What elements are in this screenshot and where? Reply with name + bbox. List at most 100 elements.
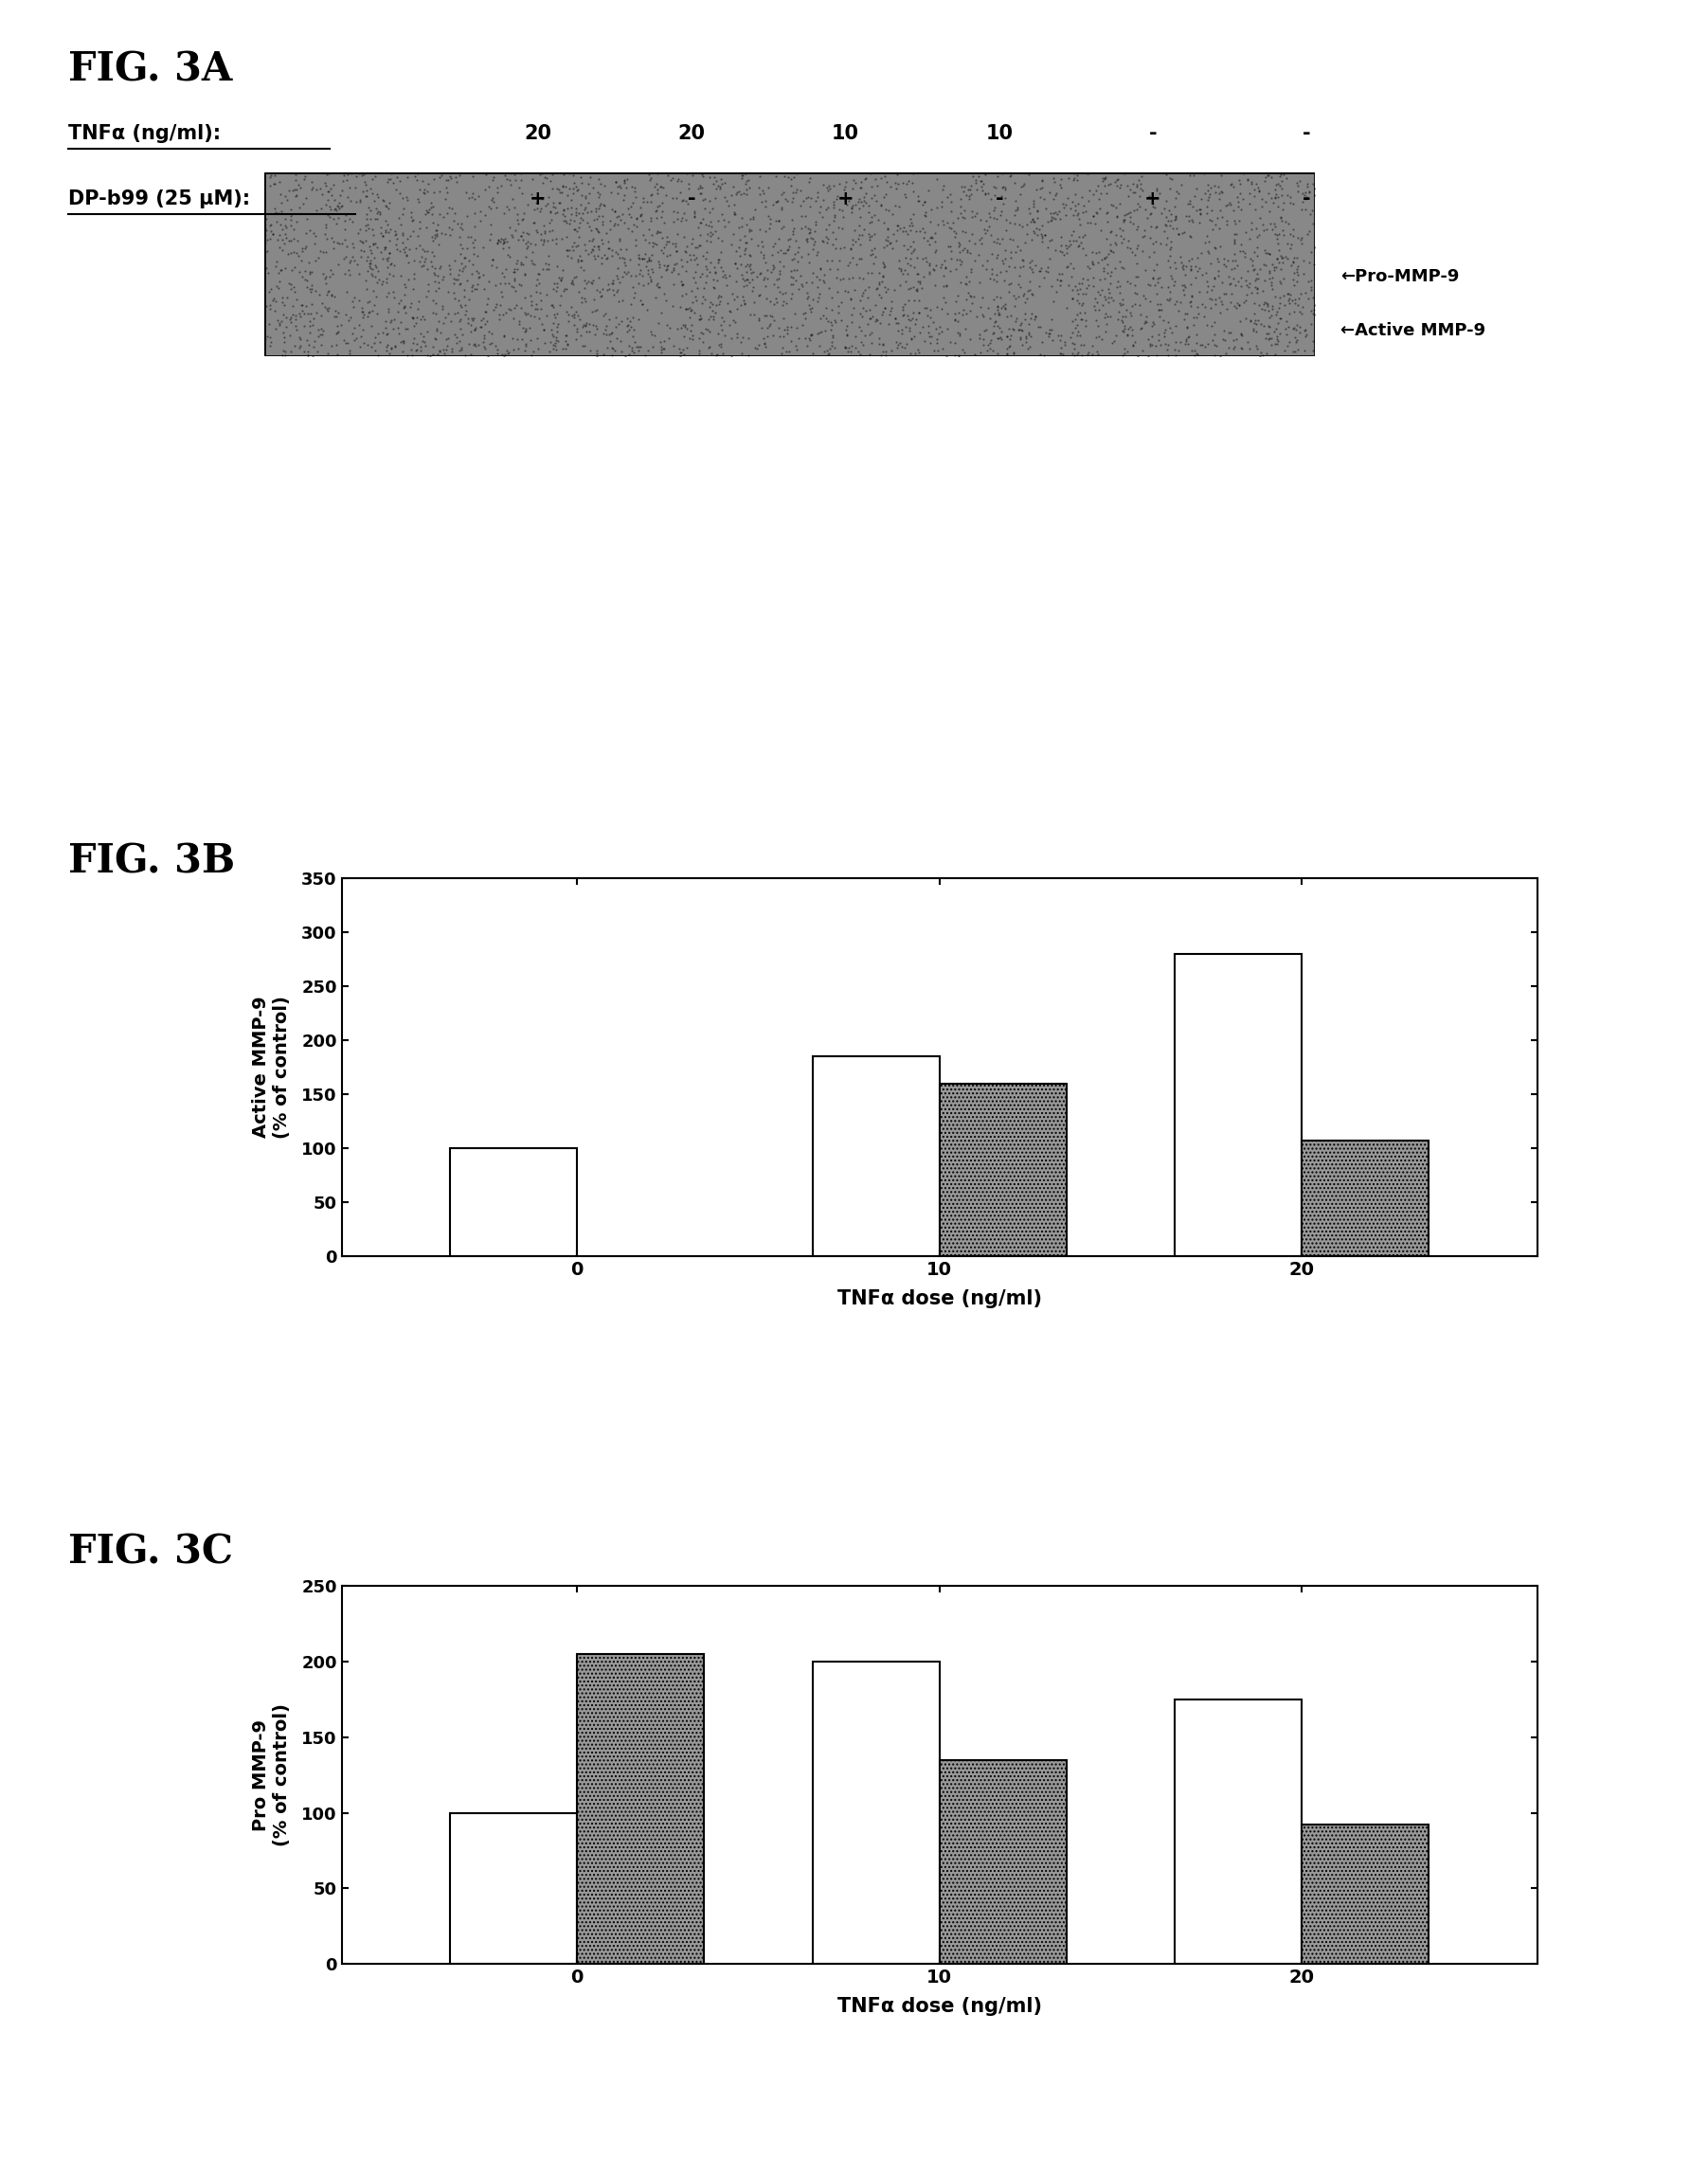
Point xyxy=(1054,291,1081,326)
Point xyxy=(420,224,447,259)
Point xyxy=(584,337,611,371)
Point xyxy=(1290,289,1317,324)
Point xyxy=(984,201,1011,235)
Point xyxy=(659,252,687,287)
Point xyxy=(770,248,798,283)
Point xyxy=(630,218,658,252)
Point xyxy=(997,265,1025,300)
Point xyxy=(297,296,325,330)
Point xyxy=(418,248,446,283)
Point xyxy=(541,222,569,257)
Point xyxy=(413,315,441,350)
Point xyxy=(454,306,482,341)
Point xyxy=(425,196,453,231)
Point xyxy=(1138,196,1165,231)
Point xyxy=(642,281,670,315)
Point xyxy=(868,188,895,222)
Point xyxy=(1103,302,1131,337)
Point xyxy=(512,298,540,332)
Point xyxy=(1298,192,1325,227)
Point xyxy=(1249,190,1276,224)
Point xyxy=(639,218,666,252)
Point xyxy=(683,272,711,306)
Point xyxy=(371,229,398,263)
Point xyxy=(1266,218,1293,252)
Point xyxy=(408,240,436,274)
Point xyxy=(991,287,1018,322)
Point xyxy=(815,168,842,203)
Point xyxy=(1259,298,1286,332)
Point xyxy=(335,252,362,287)
Point xyxy=(1093,220,1120,255)
Point xyxy=(444,164,471,199)
Point xyxy=(447,332,475,367)
Point xyxy=(359,162,386,196)
Point xyxy=(922,233,950,268)
Point xyxy=(883,214,910,248)
Point xyxy=(266,164,294,199)
Point xyxy=(1049,337,1076,371)
Point xyxy=(543,265,570,300)
Point xyxy=(301,302,328,337)
Point xyxy=(359,252,386,287)
Point xyxy=(728,158,755,192)
Point xyxy=(909,188,936,222)
Point xyxy=(1020,188,1047,222)
Point xyxy=(1255,235,1283,270)
Point xyxy=(1261,252,1288,287)
Point xyxy=(295,309,323,343)
Point xyxy=(1211,276,1238,311)
Point xyxy=(634,291,661,326)
Point xyxy=(613,162,640,196)
Point xyxy=(579,265,606,300)
Point xyxy=(652,220,680,255)
Point xyxy=(895,164,922,199)
Point xyxy=(897,270,924,304)
Point xyxy=(707,330,734,365)
Point xyxy=(676,237,704,272)
Point xyxy=(905,183,933,218)
Point xyxy=(839,304,866,339)
Point xyxy=(1004,229,1032,263)
Point xyxy=(1050,190,1078,224)
Point xyxy=(307,190,335,224)
Point xyxy=(1226,304,1254,339)
Point xyxy=(261,285,289,319)
Point xyxy=(1062,224,1090,259)
Point xyxy=(726,175,753,209)
Point xyxy=(678,158,705,192)
Point xyxy=(716,306,743,341)
Point xyxy=(1057,319,1085,354)
Point xyxy=(1066,296,1093,330)
Point xyxy=(572,309,600,343)
Point xyxy=(656,237,683,272)
Point xyxy=(748,235,775,270)
Point xyxy=(1196,179,1223,214)
Point xyxy=(625,265,652,300)
Point xyxy=(407,205,434,240)
Point xyxy=(687,229,714,263)
Point xyxy=(475,263,502,298)
Point xyxy=(495,209,523,244)
Point xyxy=(984,289,1011,324)
Point xyxy=(904,179,931,214)
Point xyxy=(864,168,892,203)
Point xyxy=(1185,205,1213,240)
Point xyxy=(734,339,762,373)
Point xyxy=(637,261,664,296)
Point xyxy=(1143,209,1170,244)
Point xyxy=(1218,276,1245,311)
Point xyxy=(946,235,974,270)
Point xyxy=(931,244,958,278)
Point xyxy=(1262,250,1290,285)
Point xyxy=(864,257,892,291)
Point xyxy=(673,155,700,190)
Point xyxy=(750,326,777,360)
Point xyxy=(454,302,482,337)
Point xyxy=(360,227,388,261)
Point xyxy=(289,244,316,278)
Point xyxy=(1168,216,1196,250)
Point xyxy=(652,283,680,317)
Point xyxy=(273,309,301,343)
Point xyxy=(675,291,702,326)
